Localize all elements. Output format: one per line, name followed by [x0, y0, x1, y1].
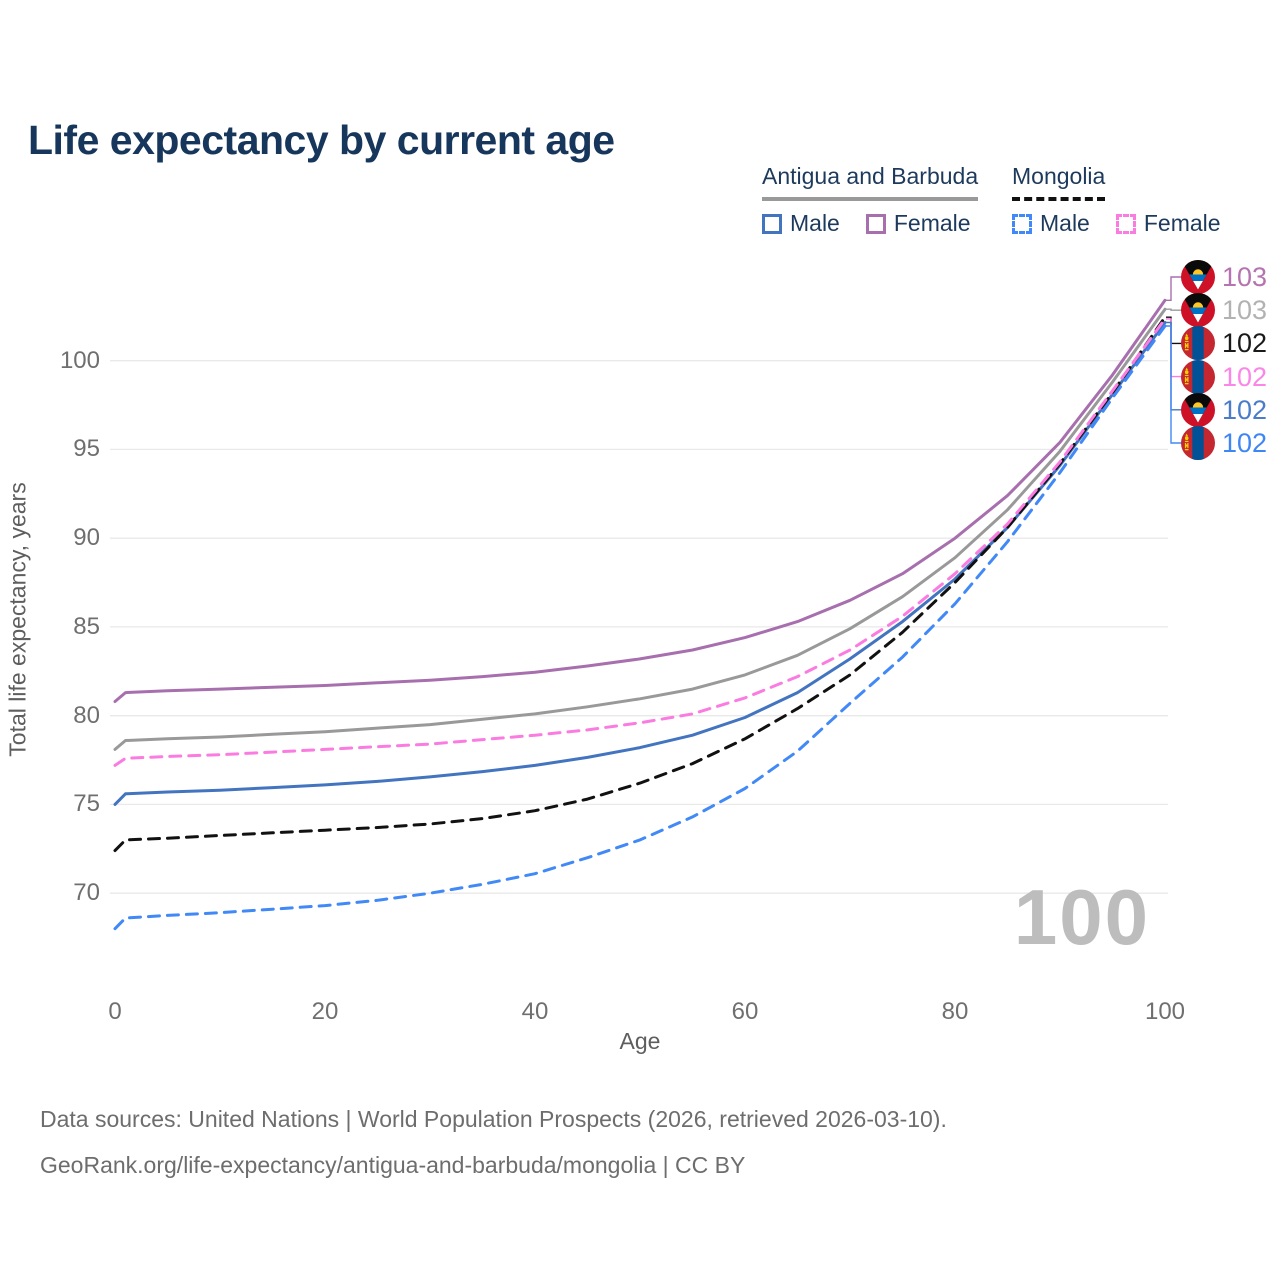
footer-attribution: GeoRank.org/life-expectancy/antigua-and-…	[40, 1152, 746, 1178]
end-label-value: 103	[1222, 295, 1268, 326]
y-tick-label: 70	[73, 879, 100, 907]
legend-item-label: Female	[893, 210, 971, 236]
series-line-antigua-and-barbuda-both-sexes[interactable]	[113, 307, 1167, 751]
antigua-and-barbuda-flag-icon	[1181, 260, 1215, 294]
end-label-connector	[1166, 325, 1182, 444]
series-line-mongolia-both-sexes[interactable]	[113, 315, 1167, 853]
footer: Data sources: United Nations | World Pop…	[40, 1106, 947, 1198]
y-tick-label: 95	[73, 435, 100, 463]
y-tick-label: 80	[73, 701, 100, 729]
end-label-row: 102	[1181, 426, 1267, 460]
x-tick-label: 40	[521, 998, 549, 1025]
legend-item-mongolia-male[interactable]: Male	[1012, 210, 1090, 237]
end-label-connector	[1166, 308, 1182, 311]
footer-data-sources: Data sources: United Nations | World Pop…	[40, 1106, 947, 1132]
end-label-row: 102	[1181, 392, 1268, 427]
end-label-connector	[1166, 276, 1182, 301]
legend-group-antigua-and-barbuda: Antigua and Barbuda Male Female	[762, 163, 979, 237]
legend-item-mongolia-female[interactable]: Female	[1115, 210, 1221, 237]
antigua-and-barbuda-flag-icon	[1181, 392, 1215, 427]
legend-item-label: Male	[790, 210, 840, 236]
mongolia-female-swatch-icon	[1115, 213, 1136, 234]
x-tick-label: 20	[311, 998, 339, 1025]
x-tick-label: 60	[731, 998, 759, 1025]
series-line-antigua-and-barbuda-female[interactable]	[113, 298, 1167, 703]
legend-item-antigua-male[interactable]: Male	[762, 210, 840, 237]
x-tick-label: 80	[941, 998, 969, 1025]
end-label-value: 103	[1222, 262, 1268, 292]
y-tick-label: 75	[73, 790, 100, 818]
y-axis-title: Total life expectancy, years	[4, 482, 31, 757]
y-tick-label: 100	[59, 346, 100, 374]
legend-country-mongolia[interactable]: Mongolia	[1012, 163, 1106, 201]
y-tick-label: 90	[73, 524, 100, 552]
antigua-and-barbuda-flag-icon	[1181, 293, 1215, 328]
end-label-connector	[1166, 321, 1182, 411]
y-tick-label: 85	[73, 612, 100, 640]
x-tick-label: 0	[108, 998, 122, 1025]
end-label-row: 102	[1181, 359, 1268, 394]
mongolia-flag-icon	[1181, 359, 1215, 394]
end-label-value: 102	[1222, 361, 1268, 392]
legend-item-label: Male	[1040, 210, 1090, 236]
end-label-row: 103	[1181, 260, 1267, 294]
end-label-row: 103	[1181, 293, 1268, 328]
end-label-value: 102	[1222, 328, 1268, 359]
age-watermark: 100	[1013, 873, 1150, 961]
antigua-female-swatch-icon	[865, 213, 886, 234]
x-tick-label: 100	[1144, 998, 1186, 1025]
antigua-male-swatch-icon	[762, 213, 782, 234]
end-label-value: 102	[1222, 428, 1268, 458]
end-label-row: 102	[1181, 326, 1268, 361]
legend-country-antigua-and-barbuda[interactable]: Antigua and Barbuda	[762, 163, 979, 201]
series-line-mongolia-male[interactable]	[113, 324, 1167, 931]
end-label-connector	[1166, 316, 1182, 345]
series-line-antigua-and-barbuda-male[interactable]	[113, 321, 1167, 806]
page-title: Life expectancy by current age	[28, 117, 615, 164]
legend-item-antigua-female[interactable]: Female	[865, 210, 971, 237]
mongolia-flag-icon	[1181, 426, 1215, 460]
series-line-mongolia-female[interactable]	[113, 317, 1167, 767]
legend-item-label: Female	[1143, 210, 1221, 236]
mongolia-flag-icon	[1181, 326, 1215, 361]
mongolia-male-swatch-icon	[1012, 213, 1032, 234]
legend-group-mongolia: Mongolia Male Female	[1012, 163, 1221, 237]
end-label-value: 102	[1222, 394, 1268, 425]
x-axis-title: Age	[619, 1028, 661, 1054]
end-label-connector	[1166, 318, 1182, 378]
